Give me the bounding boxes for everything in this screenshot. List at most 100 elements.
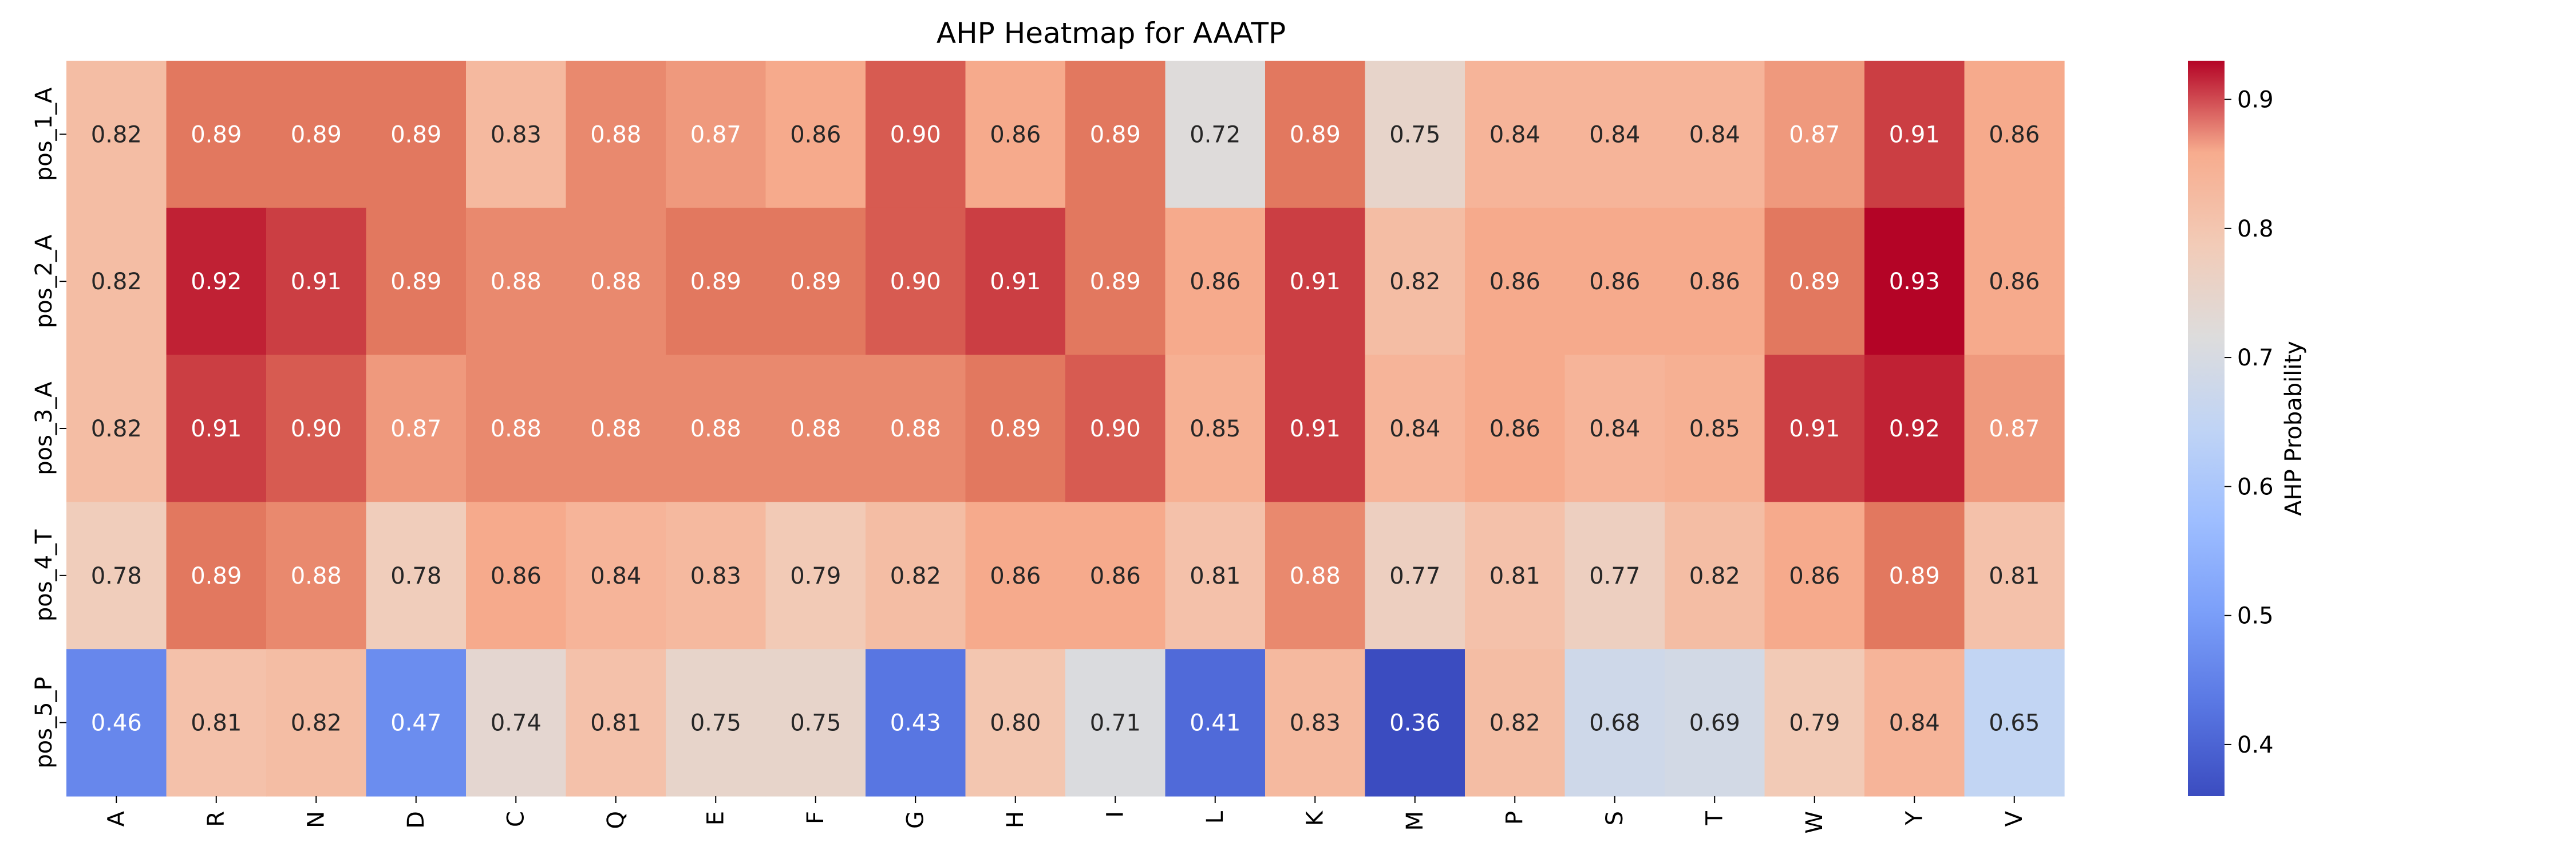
heatmap-cell [1065,355,1166,502]
heatmap-cell [266,355,367,502]
cell-value-label: 0.47 [390,710,441,737]
cell-value-label: 0.78 [390,563,441,589]
cell-value-label: 0.88 [890,416,941,442]
cell-value-label: 0.91 [191,416,242,442]
cell-value-label: 0.85 [1190,416,1240,442]
heatmap-cell [1964,61,2065,208]
heatmap-cell [166,502,267,650]
cell-value-label: 0.89 [191,563,242,589]
heatmap-cell [66,61,167,208]
heatmap-cell [1465,207,1566,356]
cell-value-label: 0.82 [91,269,142,295]
heatmap-cell [266,649,367,797]
heatmap-cell [1165,61,1266,208]
heatmap-cell [1365,207,1465,356]
heatmap-cell [1764,649,1865,797]
cell-value-label: 0.88 [590,269,641,295]
x-tick-label: R [203,811,230,827]
x-tick-label: L [1202,810,1228,824]
x-tick-label: F [803,811,829,824]
heatmap-cell [466,61,567,208]
y-axis-ticks: pos_1_A pos_2_A pos_3_A pos_4_T pos_5_P [31,87,66,769]
cell-value-label: 0.89 [1090,121,1141,148]
cell-value-label: 0.81 [590,710,641,737]
cell-value-label: 0.89 [390,121,441,148]
cell-value-label: 0.87 [1989,416,2040,442]
cell-value-label: 0.75 [790,710,841,737]
heatmap-cell [965,207,1066,356]
y-tick-label: pos_1_A [31,87,57,181]
cell-value-label: 0.88 [491,416,542,442]
cell-value-label: 0.81 [1190,563,1240,589]
heatmap-cell [466,649,567,797]
cell-value-label: 0.92 [191,269,242,295]
heatmap-cell [765,649,866,797]
cell-value-label: 0.75 [690,710,741,737]
cell-value-label: 0.84 [590,563,641,589]
cell-value-label: 0.86 [990,563,1041,589]
colorbar-gradient [2188,61,2225,796]
chart-title: AHP Heatmap for AAATP [937,17,1286,50]
colorbar-tick-label: 0.6 [2237,474,2274,500]
cell-value-label: 0.81 [191,710,242,737]
colorbar-tick-label: 0.5 [2237,603,2274,629]
cell-value-label: 0.89 [291,121,342,148]
cell-value-label: 0.88 [590,121,641,148]
x-tick-label: E [702,811,729,825]
y-tick-label: pos_3_A [31,381,57,475]
cell-value-label: 0.85 [1689,416,1740,442]
heatmap-cell [1065,649,1166,797]
cell-value-label: 0.41 [1190,710,1240,737]
heatmap-cell [1964,355,2065,502]
heatmap-cell [166,355,267,502]
cell-value-label: 0.82 [91,121,142,148]
x-tick-label: H [1002,811,1029,828]
heatmap-cell [1964,502,2065,650]
cell-value-label: 0.86 [1090,563,1141,589]
cell-value-label: 0.86 [1589,269,1640,295]
cell-value-label: 0.86 [990,121,1041,148]
heatmap-cell [1564,355,1665,502]
heatmap-cell [466,355,567,502]
heatmap-cell [1165,502,1266,650]
cell-value-label: 0.83 [690,563,741,589]
cell-value-label: 0.81 [1989,563,2040,589]
cell-value-label: 0.46 [91,710,142,737]
heatmap-cell [1665,649,1765,797]
cell-value-label: 0.88 [790,416,841,442]
heatmap-cell [666,207,767,356]
heatmap-cell [1265,502,1366,650]
x-tick-label: W [1801,811,1828,834]
heatmap-cell [366,61,467,208]
heatmap-cell [1365,61,1465,208]
cell-value-label: 0.91 [1290,416,1341,442]
colorbar: 0.4 0.5 0.6 0.7 0.8 0.9 AHP Probability [2188,61,2307,796]
heatmap-cell [1764,207,1865,356]
cell-value-label: 0.88 [491,269,542,295]
cell-value-label: 0.88 [590,416,641,442]
cell-value-label: 0.89 [191,121,242,148]
colorbar-label: AHP Probability [2281,341,2307,516]
cell-value-label: 0.83 [1290,710,1341,737]
cell-value-label: 0.86 [1689,269,1740,295]
cell-value-label: 0.84 [1689,121,1740,148]
heatmap-cell [1964,207,2065,356]
cell-value-label: 0.82 [291,710,342,737]
x-tick-label: A [103,810,129,826]
colorbar-tick-label: 0.4 [2237,732,2274,758]
heatmap-cell [266,61,367,208]
cell-value-label: 0.88 [690,416,741,442]
colorbar-tick-label: 0.8 [2237,216,2274,242]
heatmap-cell [66,649,167,797]
cell-value-label: 0.87 [390,416,441,442]
cell-value-label: 0.78 [91,563,142,589]
cell-value-label: 0.81 [1490,563,1540,589]
heatmap-cell [1165,355,1266,502]
x-tick-label: S [1602,811,1628,825]
cell-value-label: 0.89 [1889,563,1940,589]
cell-value-label: 0.87 [1789,121,1840,148]
cell-value-label: 0.86 [1190,269,1240,295]
